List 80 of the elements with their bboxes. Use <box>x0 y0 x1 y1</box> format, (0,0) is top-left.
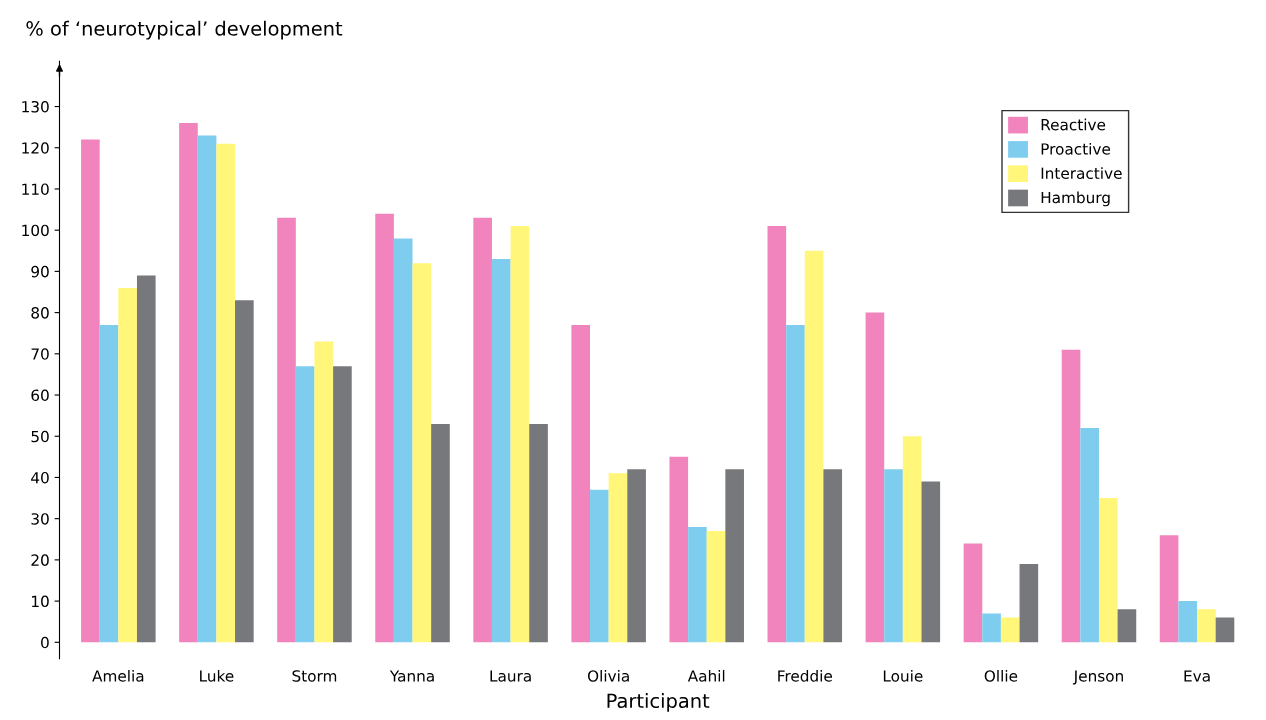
bar <box>136 275 156 643</box>
bar <box>314 341 334 643</box>
y-tick-label: 120 <box>22 142 49 154</box>
bar <box>333 366 352 643</box>
bar <box>590 489 609 643</box>
bar <box>235 300 254 643</box>
bar <box>197 135 217 643</box>
y-tick-label: 30 <box>31 513 49 525</box>
y-axis-title: % of ‘neurotypical’ development <box>26 20 343 40</box>
bar <box>179 123 198 643</box>
x-axis-title: Participant <box>607 693 710 712</box>
bar <box>99 324 119 643</box>
x-tick-label: Jenson <box>1072 670 1123 685</box>
x-tick-label: Yanna <box>389 670 434 682</box>
bar <box>510 226 530 643</box>
bar <box>823 469 843 643</box>
bar <box>1061 349 1081 643</box>
y-tick-label: 130 <box>22 101 49 113</box>
x-tick-label: Ollie <box>984 669 1018 682</box>
bar <box>216 143 236 643</box>
bar <box>767 226 787 643</box>
bar <box>1098 498 1118 643</box>
bar <box>884 469 903 643</box>
bar <box>688 526 707 643</box>
bar <box>1215 617 1235 643</box>
bar <box>412 263 432 643</box>
bar <box>1019 564 1039 643</box>
bar <box>1080 428 1099 643</box>
bar <box>865 312 885 643</box>
bar <box>921 481 941 643</box>
y-tick-label: 100 <box>22 224 49 237</box>
x-tick-label: Freddie <box>778 669 832 682</box>
bar <box>473 217 492 643</box>
bar <box>1197 609 1216 643</box>
x-tick-label: Olivia <box>587 669 629 682</box>
y-tick-label: 10 <box>32 595 49 608</box>
bar <box>431 423 450 643</box>
y-tick-label: 110 <box>22 183 49 195</box>
y-tick-label: 0 <box>41 636 49 649</box>
x-tick-label: Louie <box>883 669 923 682</box>
bar <box>571 324 591 643</box>
bar <box>81 139 100 643</box>
bar <box>1178 601 1198 643</box>
bar <box>706 531 726 643</box>
bar <box>902 436 922 643</box>
bar <box>608 473 628 643</box>
bar <box>963 543 983 643</box>
bar <box>295 366 315 643</box>
legend-label: Interactive <box>1041 167 1122 180</box>
x-tick-label: Aahil <box>687 669 725 682</box>
bar <box>725 469 744 643</box>
y-tick-label: 50 <box>31 430 49 443</box>
bar <box>375 213 394 643</box>
x-tick-label: Storm <box>292 670 337 682</box>
bar <box>804 250 824 643</box>
bar <box>491 259 511 643</box>
bar <box>627 469 646 643</box>
bar <box>1000 617 1020 643</box>
y-tick-label: 20 <box>31 554 49 566</box>
bar <box>118 287 137 643</box>
bar <box>1117 609 1137 643</box>
bar <box>529 423 548 643</box>
x-tick-label: Luke <box>200 669 234 682</box>
y-tick-label: 40 <box>31 471 49 484</box>
bar <box>277 217 296 643</box>
y-tick-label: 70 <box>31 348 49 360</box>
y-tick-label: 90 <box>31 265 49 278</box>
bar <box>669 456 689 643</box>
bar <box>1159 535 1179 643</box>
legend-label: Hamburg <box>1041 191 1110 207</box>
x-tick-label: Amelia <box>92 669 144 682</box>
x-tick-label: Eva <box>1184 670 1210 682</box>
y-tick-label: 80 <box>31 307 49 319</box>
x-tick-label: Laura <box>490 670 531 682</box>
bar <box>786 324 805 643</box>
bar <box>393 238 413 643</box>
bar <box>982 613 1001 643</box>
legend-label: Proactive <box>1041 142 1111 155</box>
y-tick-label: 60 <box>31 389 49 402</box>
legend-label: Reactive <box>1041 118 1106 131</box>
